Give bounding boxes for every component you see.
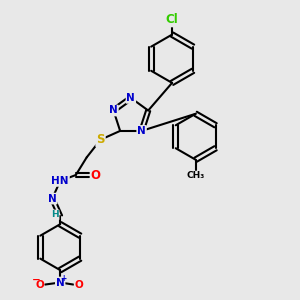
Text: −: −: [32, 275, 40, 285]
Text: N: N: [137, 126, 146, 136]
Text: N: N: [56, 278, 64, 287]
Text: O: O: [91, 169, 101, 182]
Text: S: S: [96, 133, 105, 146]
Text: O: O: [35, 280, 44, 290]
Text: HN: HN: [51, 176, 69, 186]
Text: O: O: [74, 280, 83, 290]
Text: H: H: [51, 210, 59, 219]
Text: N: N: [127, 93, 135, 103]
Text: Cl: Cl: [166, 14, 178, 26]
Text: CH₃: CH₃: [187, 171, 205, 180]
Text: N: N: [48, 194, 57, 204]
Text: +: +: [61, 274, 67, 283]
Text: N: N: [109, 106, 118, 116]
